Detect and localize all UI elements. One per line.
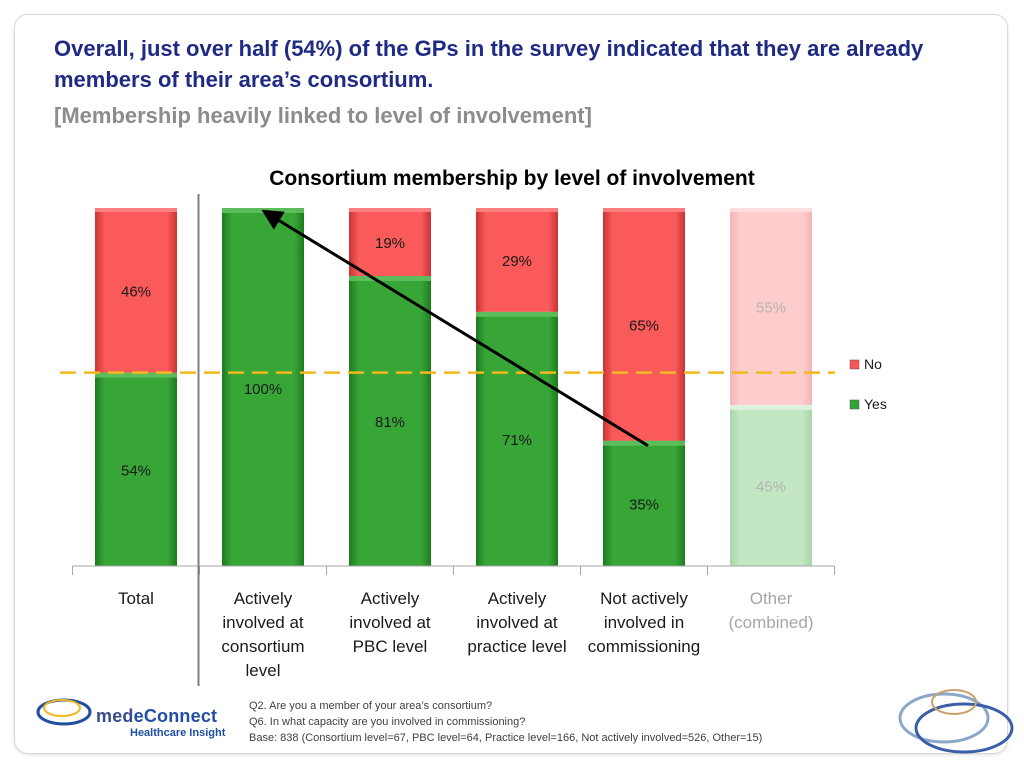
bar-no-2 <box>349 208 431 277</box>
footnote-q2: Q2. Are you a member of your area’s cons… <box>249 700 493 712</box>
bar-no-4 <box>603 208 685 441</box>
legend-label-no: No <box>864 356 882 372</box>
legend-swatch-no <box>849 359 860 370</box>
bar-yes-3 <box>476 311 558 566</box>
bar-yes-4 <box>603 440 685 566</box>
bar-no-highlight-0 <box>95 208 177 212</box>
category-label-2: Actively involved at PBC level <box>349 589 431 656</box>
bar-yes-2 <box>349 276 431 566</box>
bar-no-3 <box>476 208 558 312</box>
category-label-0: Total <box>118 589 154 608</box>
bar-no-highlight-2 <box>349 208 431 212</box>
data-label-yes-5: 45% <box>756 478 786 495</box>
data-label-no-4: 65% <box>629 317 659 334</box>
logo-name-part2: eConnect <box>133 706 218 726</box>
data-label-no-5: 55% <box>756 299 786 316</box>
category-label-4: Not actively involved in commissioning <box>588 589 700 656</box>
bar-no-highlight-3 <box>476 208 558 212</box>
bar-yes-highlight-0 <box>95 372 177 378</box>
data-label-yes-4: 35% <box>629 496 659 513</box>
bar-no-0 <box>95 208 177 373</box>
medeconnect-logo-mark <box>36 698 92 726</box>
data-label-yes-3: 71% <box>502 432 532 449</box>
decorative-rings-logo <box>898 689 1014 754</box>
bar-yes-0 <box>95 372 177 566</box>
footnotes: Q2. Are you a member of your area’s cons… <box>249 698 762 746</box>
data-label-no-3: 29% <box>502 253 532 270</box>
bar-no-highlight-4 <box>603 208 685 212</box>
logo-name-part1: med <box>96 706 134 726</box>
legend-label-yes: Yes <box>864 396 887 412</box>
legend-swatch-yes <box>849 399 860 410</box>
data-label-yes-1: 100% <box>244 381 282 398</box>
logo-wordmark: medeConnect <box>96 706 217 727</box>
data-label-yes-0: 54% <box>121 462 151 479</box>
data-label-no-0: 46% <box>121 283 151 300</box>
bar-yes-highlight-5 <box>730 404 812 410</box>
trend-arrow <box>261 209 649 447</box>
bar-yes-1 <box>222 208 304 566</box>
category-label-1: Actively involved at consortium level <box>221 589 304 680</box>
footnote-q6: Q6. In what capacity are you involved in… <box>249 716 526 728</box>
chart-title: Consortium membership by level of involv… <box>269 167 754 190</box>
subhead: [Membership heavily linked to level of i… <box>54 103 592 128</box>
category-label-5: Other (combined) <box>728 589 813 632</box>
data-label-no-2: 19% <box>375 235 405 252</box>
bar-yes-highlight-2 <box>349 276 431 282</box>
bar-yes-5 <box>730 404 812 566</box>
bar-yes-highlight-3 <box>476 311 558 317</box>
footnote-base: Base: 838 (Consortium level=67, PBC leve… <box>249 732 763 744</box>
bar-yes-highlight-1 <box>222 208 304 213</box>
category-label-3: Actively involved at practice level <box>467 589 566 656</box>
bar-no-highlight-5 <box>730 208 812 212</box>
data-label-yes-2: 81% <box>375 414 405 431</box>
logo-tagline: Healthcare Insight <box>130 727 226 739</box>
headline: Overall, just over half (54%) of the GPs… <box>54 36 924 92</box>
